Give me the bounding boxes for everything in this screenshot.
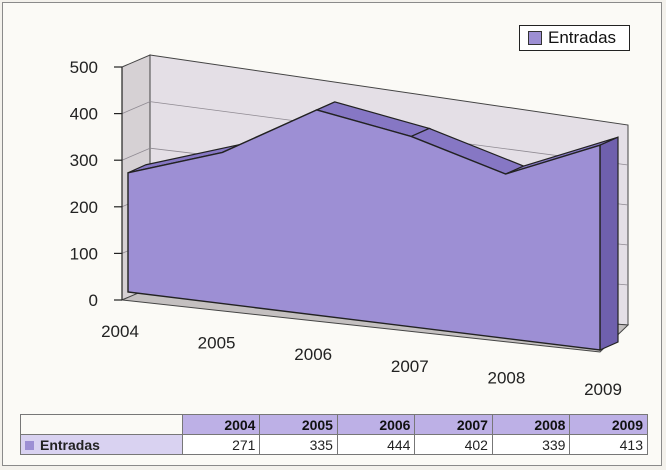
data-table-header: 2004 [181, 414, 261, 435]
legend-label: Entradas [548, 28, 617, 47]
data-table-header: 2008 [491, 414, 571, 435]
area-front-face [127, 109, 601, 351]
data-table-header: 2009 [569, 414, 648, 435]
series-marker [25, 441, 34, 451]
area-side-face [599, 136, 619, 351]
x-tick-label: 2009 [584, 380, 622, 399]
x-tick-label: 2008 [487, 368, 525, 387]
data-table-cell: 444 [336, 434, 416, 455]
y-tick-label: 200 [70, 198, 98, 217]
row-label-text: Entradas [40, 436, 100, 453]
data-table-corner [20, 414, 183, 435]
y-tick-label: 300 [70, 151, 98, 170]
x-tick-label: 2006 [294, 345, 332, 364]
data-table-header-row: 2004 2005 2006 2007 2008 2009 [20, 414, 648, 435]
data-table-cell: 335 [259, 434, 338, 455]
data-table-cell: 271 [181, 434, 261, 455]
data-table-header: 2007 [414, 414, 493, 435]
gridline [121, 101, 151, 114]
y-tick-label: 500 [70, 58, 98, 77]
data-table-cell: 339 [491, 434, 571, 455]
chart-legend: Entradas [519, 25, 630, 51]
y-tick-label: 100 [70, 244, 98, 263]
x-tick-label: 2005 [198, 334, 236, 353]
y-tick-label: 400 [70, 105, 98, 124]
data-table-header: 2005 [259, 414, 338, 435]
x-tick-label: 2004 [101, 322, 139, 341]
data-table-row: Entradas 271 335 444 402 339 413 [20, 434, 648, 455]
data-table: 2004 2005 2006 2007 2008 2009 Entradas 2… [20, 414, 648, 455]
data-table-header: 2006 [336, 414, 416, 435]
y-tick-label: 0 [89, 291, 98, 310]
data-table-row-label: Entradas [20, 434, 183, 455]
data-table-cell: 402 [414, 434, 493, 455]
x-tick-label: 2007 [391, 357, 429, 376]
legend-swatch [528, 31, 542, 45]
data-table-cell: 413 [569, 434, 648, 455]
gridline [121, 147, 151, 161]
